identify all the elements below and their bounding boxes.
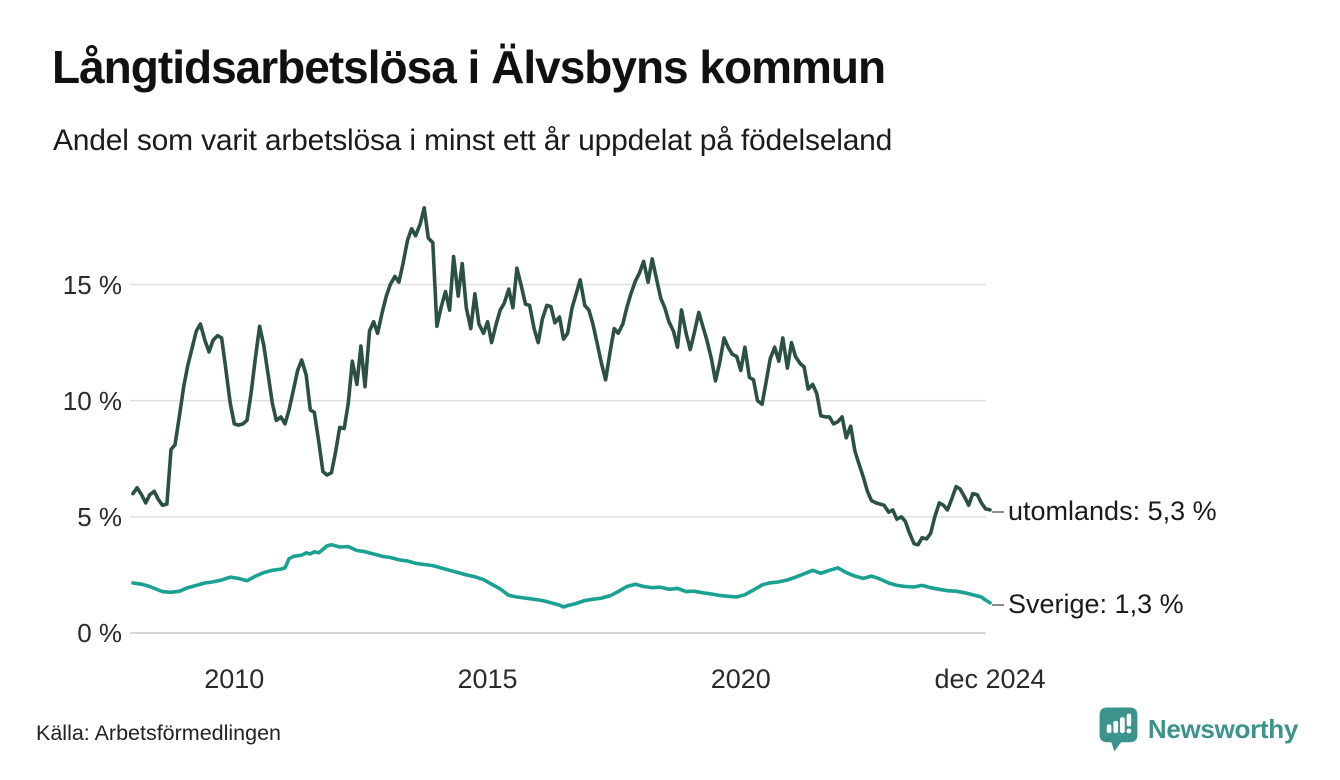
series-end-label-utomlands: utomlands: 5,3 % — [1008, 495, 1217, 526]
utomlands-line — [131, 206, 992, 547]
x-axis-tick-label: 2020 — [710, 664, 771, 694]
source-note: Källa: Arbetsförmedlingen — [36, 721, 282, 745]
brand-name: Newsworthy — [1147, 713, 1298, 744]
y-axis-tick-label: 15 % — [62, 269, 122, 300]
series-end-label-sverige: Sverige: 1,3 % — [1008, 588, 1184, 619]
newsworthy-speech-bubble-bar-chart-icon — [1099, 707, 1138, 752]
x-axis-tick-label: 2015 — [457, 664, 518, 694]
end-label-dash — [992, 510, 1004, 513]
y-axis-tick-label: 5 % — [77, 501, 122, 532]
page-title: Långtidsarbetslösa i Älvsbyns kommun — [52, 41, 886, 93]
x-axis-tick-label: dec 2024 — [934, 664, 1046, 694]
end-label-dash — [992, 603, 1004, 606]
newsworthy-logo: Newsworthy — [1098, 706, 1298, 752]
sverige-line — [131, 542, 992, 609]
y-axis-tick-label: 10 % — [62, 385, 122, 416]
chart-subtitle: Andel som varit arbetslösa i minst ett å… — [53, 124, 893, 157]
x-axis-tick-label: 2010 — [204, 664, 265, 694]
y-axis-tick-label: 0 % — [77, 618, 122, 648]
